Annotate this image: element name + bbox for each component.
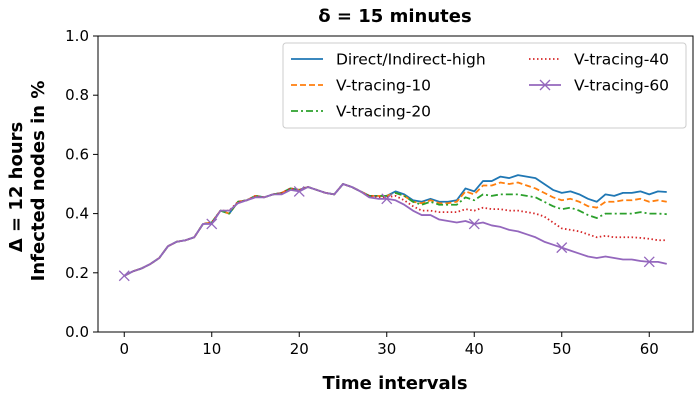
y-tick-label: 0.8: [65, 86, 89, 104]
x-tick-label: 60: [640, 340, 659, 358]
series-marker: [206, 218, 218, 230]
series-marker: [468, 218, 480, 230]
legend-label: V-tracing-10: [336, 77, 431, 95]
series-marker: [293, 185, 305, 197]
x-tick-label: 50: [552, 340, 571, 358]
x-tick-label: 20: [290, 340, 309, 358]
legend-item: V-tracing-40: [529, 51, 669, 69]
series-marker: [381, 193, 393, 205]
series-line-4: [123, 183, 667, 277]
x-tick-label: 30: [377, 340, 396, 358]
y-axis-label-line-1: Δ = 12 hours: [6, 122, 27, 252]
legend: Direct/Indirect-high V-tracing-10 V-tracin…: [282, 42, 687, 129]
legend-item: Direct/Indirect-high: [291, 51, 486, 69]
y-tick-label: 1.0: [65, 27, 89, 45]
y-tick-label: 0.6: [65, 145, 89, 163]
series-marker: [118, 270, 130, 282]
x-tick-label: 0: [119, 340, 129, 358]
legend-item: V-tracing-60: [529, 77, 669, 95]
legend-box: [282, 42, 687, 129]
x-tick-label: 10: [202, 340, 221, 358]
y-tick-label: 0.4: [65, 205, 89, 223]
series-marker: [556, 242, 568, 254]
series-line-1: [123, 174, 667, 277]
series-line-5: [123, 183, 667, 277]
y-axis-ticks: 0.0 0.2 0.4 0.6 0.8 1.0: [65, 27, 98, 341]
plot-frame: [97, 35, 694, 333]
y-tick-label: 0.2: [65, 264, 89, 282]
legend-label: V-tracing-20: [336, 103, 431, 121]
x-axis-ticks: 0 10 20 30 40 50 60: [119, 332, 659, 358]
legend-item: V-tracing-20: [291, 103, 431, 121]
legend-item: V-tracing-10: [291, 77, 431, 95]
legend-label: Direct/Indirect-high: [336, 51, 486, 69]
series-marker: [643, 256, 655, 268]
legend-label: V-tracing-40: [574, 51, 669, 69]
y-tick-label: 0.0: [65, 323, 89, 341]
legend-label: V-tracing-60: [574, 77, 669, 95]
y-axis-label-line-2: Infected nodes in %: [28, 81, 49, 282]
x-axis-label: Time intervals: [322, 373, 467, 394]
series-lines: [118, 174, 667, 282]
x-tick-label: 40: [465, 340, 484, 358]
chart-title: δ = 15 minutes: [318, 6, 471, 27]
